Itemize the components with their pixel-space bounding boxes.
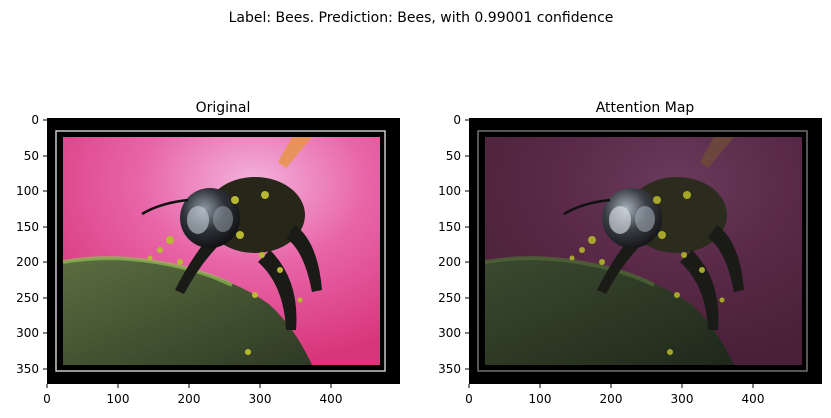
x-tick-label: 200 <box>178 392 201 406</box>
y-tick-label: 50 <box>446 149 461 163</box>
original-image <box>47 118 400 384</box>
y-tick-label: 50 <box>24 149 39 163</box>
y-tick-label: 200 <box>438 255 461 269</box>
y-tick-label: 200 <box>16 255 39 269</box>
x-tick-label: 400 <box>320 392 343 406</box>
panel-attention-map: Attention Map <box>438 100 822 406</box>
y-tick-label: 250 <box>16 291 39 305</box>
y-tick-label: 0 <box>31 113 39 127</box>
x-tick-labels-original: 0 100 200 300 400 <box>43 392 342 406</box>
y-tick-label: 300 <box>438 326 461 340</box>
x-tick-labels-attention: 0 100 200 300 400 <box>465 392 764 406</box>
x-tick-label: 400 <box>742 392 765 406</box>
y-tick-label: 100 <box>438 184 461 198</box>
y-axis-original <box>43 119 47 370</box>
y-tick-labels-attention: 0 50 100 150 200 250 300 350 <box>438 113 461 376</box>
x-axis-original <box>46 384 332 388</box>
attention-image <box>469 118 822 384</box>
panel-title: Attention Map <box>596 100 695 116</box>
x-axis-attention <box>468 384 754 388</box>
y-tick-label: 350 <box>16 362 39 376</box>
x-tick-label: 300 <box>671 392 694 406</box>
y-tick-label: 100 <box>16 184 39 198</box>
x-tick-label: 100 <box>107 392 130 406</box>
x-tick-label: 100 <box>529 392 552 406</box>
y-tick-labels-original: 0 50 100 150 200 250 300 350 <box>16 113 39 376</box>
figure-suptitle: Label: Bees. Prediction: Bees, with 0.99… <box>229 10 614 26</box>
x-tick-label: 200 <box>600 392 623 406</box>
x-tick-label: 0 <box>465 392 473 406</box>
panel-original: Original <box>16 100 400 406</box>
y-tick-label: 150 <box>16 220 39 234</box>
y-axis-attention <box>465 119 469 370</box>
x-tick-label: 300 <box>249 392 272 406</box>
y-tick-label: 250 <box>438 291 461 305</box>
y-tick-label: 150 <box>438 220 461 234</box>
x-tick-label: 0 <box>43 392 51 406</box>
y-tick-label: 0 <box>453 113 461 127</box>
y-tick-label: 300 <box>16 326 39 340</box>
panel-title: Original <box>196 100 251 116</box>
y-tick-label: 350 <box>438 362 461 376</box>
